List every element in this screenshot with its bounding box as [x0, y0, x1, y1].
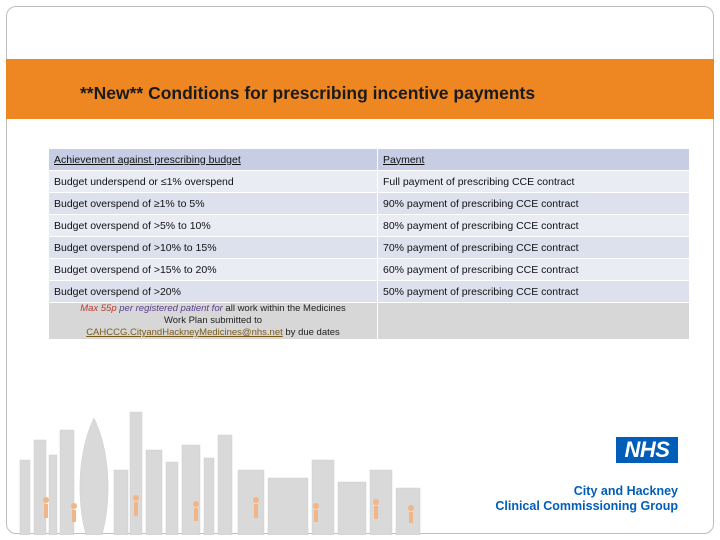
payment-cell: 50% payment of prescribing CCE contract	[377, 280, 690, 303]
achievement-cell: Budget overspend of >15% to 20%	[48, 258, 378, 281]
org-name-line2: Clinical Commissioning Group	[495, 499, 678, 513]
table-row: Budget overspend of >20% 50% payment of …	[48, 280, 690, 303]
achievement-cell: Budget overspend of >10% to 15%	[48, 236, 378, 259]
city-skyline-illustration	[19, 411, 421, 535]
table-row: Budget overspend of >15% to 20% 60% paym…	[48, 258, 690, 281]
payment-cell: 90% payment of prescribing CCE contract	[377, 192, 690, 215]
column-header-achievement: Achievement against prescribing budget	[48, 148, 378, 171]
achievement-cell: Budget underspend or ≤1% overspend	[48, 170, 378, 193]
note-text: Work Plan submitted to	[163, 315, 263, 326]
payment-cell: 60% payment of prescribing CCE contract	[377, 258, 690, 281]
achievement-cell: Budget overspend of >5% to 10%	[48, 214, 378, 237]
nhs-logo: NHS	[616, 437, 678, 463]
note-text: by due dates	[285, 327, 340, 338]
achievement-cell: Budget overspend of ≥1% to 5%	[48, 192, 378, 215]
organisation-name: City and Hackney Clinical Commissioning …	[495, 484, 678, 514]
note-row: Max 55p per registered patient for all w…	[48, 302, 690, 340]
table-row: Budget overspend of ≥1% to 5% 90% paymen…	[48, 192, 690, 215]
note-email-link[interactable]: CAHCCG.CityandHackneyMedicines@nhs.net	[86, 327, 283, 338]
payment-cell: 70% payment of prescribing CCE contract	[377, 236, 690, 259]
title-bar	[6, 59, 714, 119]
note-text: all work within the Medicines	[225, 303, 346, 314]
achievement-cell: Budget overspend of >20%	[48, 280, 378, 303]
page-title: **New** Conditions for prescribing incen…	[80, 83, 536, 103]
table-row: Budget overspend of >5% to 10% 80% payme…	[48, 214, 690, 237]
note-max-amount: Max 55p	[80, 303, 117, 314]
note-empty-cell	[377, 302, 690, 340]
payment-cell: Full payment of prescribing CCE contract	[377, 170, 690, 193]
org-name-line1: City and Hackney	[573, 484, 678, 498]
column-header-payment: Payment	[377, 148, 690, 171]
conditions-table: Achievement against prescribing budget P…	[48, 148, 690, 340]
table-row: Budget underspend or ≤1% overspend Full …	[48, 170, 690, 193]
table-header-row: Achievement against prescribing budget P…	[48, 148, 690, 171]
payment-cell: 80% payment of prescribing CCE contract	[377, 214, 690, 237]
payment-note: Max 55p per registered patient for all w…	[48, 302, 378, 340]
note-per-patient: per registered patient for	[119, 303, 223, 314]
table-row: Budget overspend of >10% to 15% 70% paym…	[48, 236, 690, 259]
